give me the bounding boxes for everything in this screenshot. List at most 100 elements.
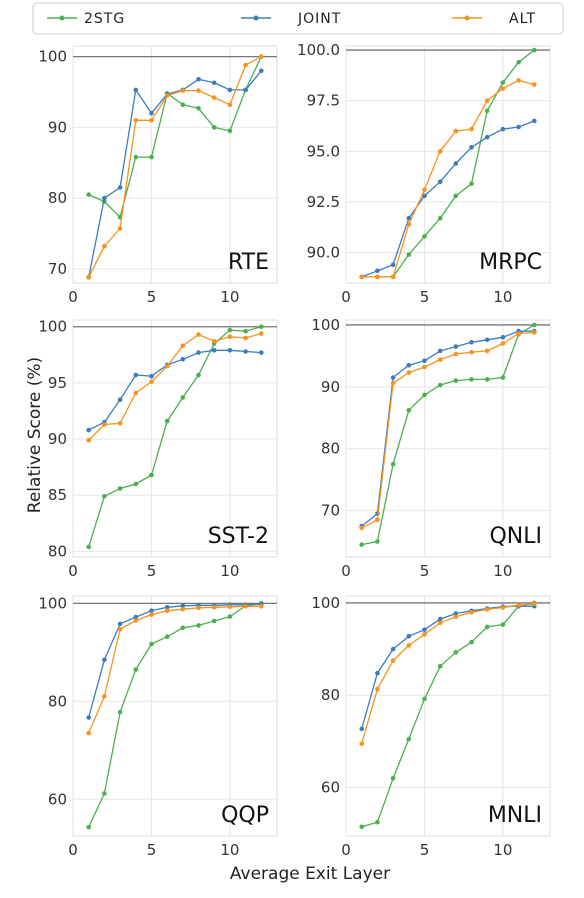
data-point-2stg — [86, 824, 91, 830]
plot-area — [345, 319, 551, 558]
data-point-alt — [390, 274, 396, 280]
x-tick-label: 0 — [68, 841, 78, 859]
data-point-alt — [359, 741, 365, 746]
data-point-joint — [406, 362, 412, 368]
data-point-alt — [117, 421, 123, 426]
data-point-alt — [484, 98, 490, 103]
data-point-2stg — [149, 641, 154, 647]
data-point-joint — [484, 134, 490, 140]
series-line-2stg — [88, 326, 262, 548]
series-line-alt — [88, 605, 262, 734]
y-tick-label: 85 — [48, 486, 67, 504]
y-tick-label: 92.5 — [307, 193, 340, 211]
data-point-2stg — [484, 624, 490, 630]
data-point-2stg — [211, 125, 217, 130]
data-point-joint — [243, 349, 248, 354]
legend-label-alt: ALT — [509, 11, 536, 27]
data-point-2stg — [164, 634, 170, 639]
data-point-2stg — [422, 696, 427, 702]
x-tick-label: 0 — [341, 841, 351, 859]
x-tick-label: 5 — [420, 841, 430, 859]
data-point-alt — [211, 339, 217, 344]
data-point-alt — [149, 118, 154, 123]
data-point-alt — [422, 364, 427, 370]
data-point-2stg — [180, 625, 186, 631]
data-point-alt — [422, 632, 427, 637]
x-tick-label: 0 — [341, 562, 351, 580]
data-point-alt — [259, 331, 264, 336]
data-point-alt — [211, 605, 217, 610]
data-point-2stg — [196, 106, 201, 111]
x-tick-label: 10 — [493, 841, 512, 859]
data-point-joint — [390, 375, 396, 380]
data-point-joint — [406, 633, 412, 639]
data-point-joint — [117, 621, 123, 627]
y-tick-label: 90 — [48, 430, 67, 448]
data-point-alt — [390, 658, 396, 663]
data-point-2stg — [500, 622, 506, 627]
data-point-joint — [86, 427, 91, 433]
data-point-alt — [86, 275, 91, 280]
legend-entry-joint: JOINT — [241, 11, 340, 27]
data-point-alt — [359, 525, 365, 531]
data-point-joint — [180, 603, 186, 609]
data-point-alt — [500, 341, 506, 346]
x-tick-label: 5 — [147, 562, 157, 580]
data-point-joint — [86, 715, 91, 720]
data-point-2stg — [453, 650, 459, 655]
data-point-alt — [375, 274, 380, 280]
data-point-2stg — [86, 544, 91, 550]
data-point-alt — [149, 612, 154, 617]
legend: 2STG JOINT ALT — [32, 2, 564, 35]
data-point-joint — [149, 608, 154, 613]
y-tick-label: 70 — [48, 260, 67, 278]
data-point-2stg — [532, 47, 537, 53]
series-line-joint — [88, 349, 262, 431]
series-line-alt — [361, 331, 535, 529]
y-tick-label: 60 — [321, 779, 340, 797]
data-point-alt — [406, 222, 412, 227]
y-tick-label: 90 — [48, 118, 67, 136]
panel-label: QQP — [221, 803, 269, 828]
data-point-alt — [375, 686, 380, 692]
data-point-2stg — [227, 614, 233, 619]
series-line-alt — [88, 56, 262, 278]
data-point-2stg — [437, 663, 443, 669]
series-line-2stg — [88, 56, 262, 218]
data-point-alt — [437, 357, 443, 362]
data-point-2stg — [422, 392, 427, 398]
data-point-joint — [484, 337, 490, 343]
data-point-2stg — [149, 472, 154, 478]
y-tick-label: 90.0 — [307, 244, 340, 262]
data-point-alt — [359, 274, 365, 280]
x-tick-label: 10 — [220, 841, 239, 859]
data-point-joint — [196, 350, 201, 355]
y-tick-label: 100 — [38, 318, 67, 336]
data-point-alt — [180, 343, 186, 349]
y-tick-label: 100 — [38, 594, 67, 612]
x-tick-label: 10 — [220, 288, 239, 306]
x-tick-label: 0 — [68, 288, 78, 306]
data-point-joint — [133, 372, 139, 378]
y-tick-label: 70 — [321, 502, 340, 520]
data-point-joint — [211, 80, 217, 86]
series-line-joint — [88, 70, 262, 278]
legend-marker-alt — [464, 15, 470, 21]
data-point-joint — [516, 124, 521, 130]
legend-frame — [32, 2, 564, 35]
panel-label: MNLI — [488, 803, 542, 828]
data-point-alt — [133, 118, 139, 123]
x-tick-label: 5 — [420, 562, 430, 580]
data-point-2stg — [259, 324, 264, 330]
series-line-alt — [88, 332, 262, 441]
data-point-alt — [102, 694, 107, 699]
data-point-alt — [259, 54, 264, 59]
data-point-alt — [211, 95, 217, 100]
data-point-2stg — [243, 328, 248, 334]
data-point-joint — [133, 87, 139, 93]
data-point-joint — [453, 344, 459, 349]
data-point-2stg — [500, 80, 506, 85]
data-point-alt — [390, 380, 396, 386]
